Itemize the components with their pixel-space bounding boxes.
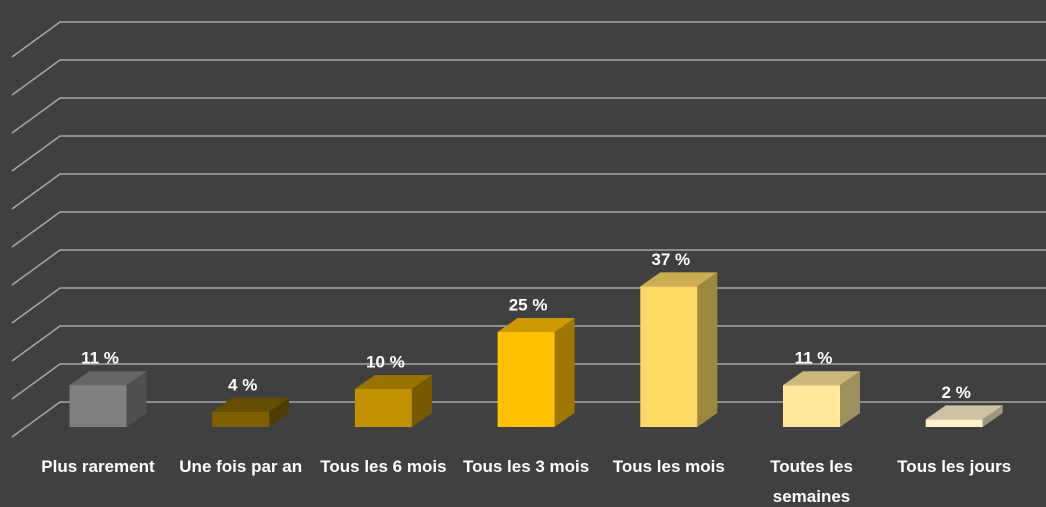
bar-top [640, 272, 718, 287]
bar-front [69, 385, 127, 427]
bar [783, 371, 860, 427]
x-tick-label: Tous les 6 mois [320, 457, 447, 476]
grid-line [11, 59, 1046, 96]
bar-front [212, 411, 270, 427]
grid-line [11, 135, 1046, 172]
grid-line [11, 325, 1046, 362]
value-label: 11 % [81, 349, 119, 368]
bar [497, 318, 575, 427]
value-label: 2 % [942, 383, 971, 402]
bar [212, 397, 290, 427]
grid-line [11, 363, 1046, 400]
bar-top [497, 318, 575, 332]
bar [640, 272, 718, 427]
bar [925, 405, 1003, 427]
value-label: 11 % [795, 349, 833, 368]
bar-side [126, 371, 147, 427]
value-label: 10 % [366, 352, 405, 371]
bar-front [354, 389, 412, 427]
bar-front [497, 332, 555, 427]
bar-front [925, 419, 983, 427]
grid-line [11, 21, 1046, 58]
bar-top [925, 405, 1003, 420]
grid-line [11, 211, 1046, 248]
bar-top [69, 371, 147, 386]
bar [354, 375, 432, 427]
bar-top [212, 397, 290, 412]
x-tick-label: Tous les 3 mois [462, 457, 590, 476]
x-tick-label: Une fois par an [179, 457, 303, 476]
x-tick-label: Toutes les semaines [770, 457, 853, 506]
x-tick-label: Plus rarement [41, 457, 155, 476]
grid-line [11, 287, 1046, 324]
bar-top [354, 375, 432, 389]
bar-side [840, 371, 860, 427]
x-tick-label: Tous les mois [612, 457, 725, 476]
bar-side [697, 272, 718, 427]
bar-top [783, 371, 860, 386]
bar-side [554, 318, 575, 427]
grid-line [11, 249, 1046, 286]
value-label: 25 % [509, 295, 548, 314]
grid-line [11, 173, 1046, 210]
bar-front [783, 385, 840, 427]
bar-side [269, 397, 290, 427]
bar-front [640, 286, 698, 427]
bar-side [982, 405, 1003, 427]
bar-side [411, 375, 432, 427]
value-label: 4 % [228, 375, 257, 394]
value-label: 37 % [651, 250, 690, 269]
grid-line [11, 97, 1046, 134]
grid-line [11, 401, 1046, 438]
x-tick-label: Tous les jours [897, 457, 1012, 476]
bar [69, 371, 147, 427]
